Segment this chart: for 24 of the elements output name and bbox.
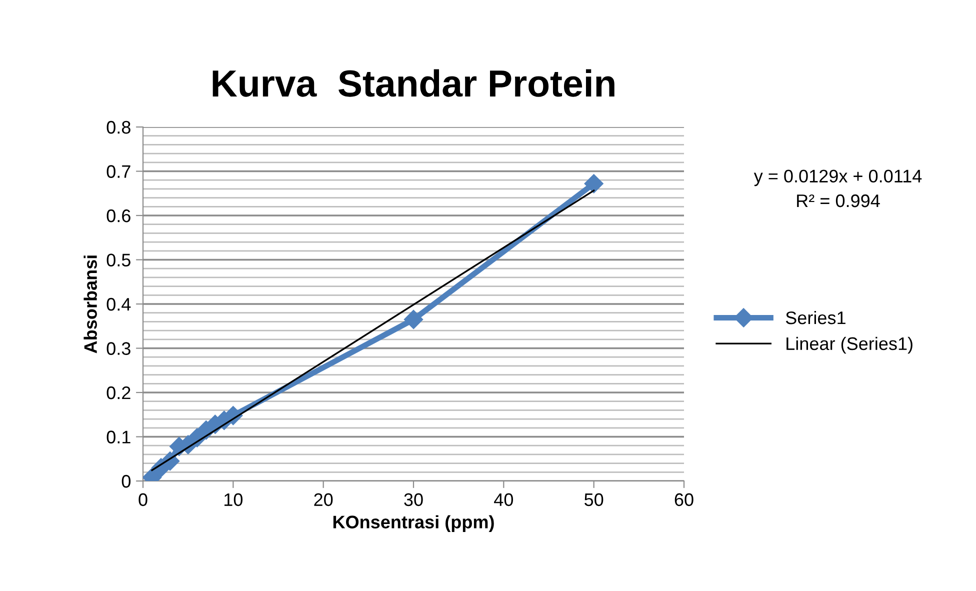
text: y = 0.0129x + 0.0114 R² = 0.994 [754, 170, 922, 208]
point [584, 174, 604, 194]
y-tick-label: 0.8 [106, 120, 130, 134]
chart-title: Kurva Standar Protein [212, 69, 614, 97]
x-tick-label: 30 [404, 493, 423, 506]
y-tick-label: 0.5 [106, 254, 130, 266]
x-tick-label: 20 [314, 493, 333, 506]
y-tick-label: 0.2 [106, 386, 130, 400]
y-axis-title: Absorbansi [84, 256, 97, 354]
x-tick-label: 40 [494, 493, 514, 506]
legend-label: Series1 [786, 310, 846, 324]
y-tick-label: 0.6 [106, 209, 130, 222]
x-tick-label: 60 [674, 493, 694, 506]
y-tick-label: 0 [122, 474, 130, 488]
y-tick-label: 0.7 [106, 165, 130, 178]
x-tick-label: 50 [584, 493, 604, 506]
x-axis-title: KOnsentrasi (ppm) [333, 515, 494, 532]
y-tick-label: 0.3 [106, 342, 130, 355]
point [404, 310, 424, 330]
y-tick-label: 0.1 [106, 430, 130, 444]
legend-label: Linear (Series1) [786, 336, 912, 354]
x-tick-label: 0 [138, 493, 148, 506]
x-tick-label: 10 [224, 493, 243, 506]
y-tick-label: 0.4 [106, 298, 131, 311]
